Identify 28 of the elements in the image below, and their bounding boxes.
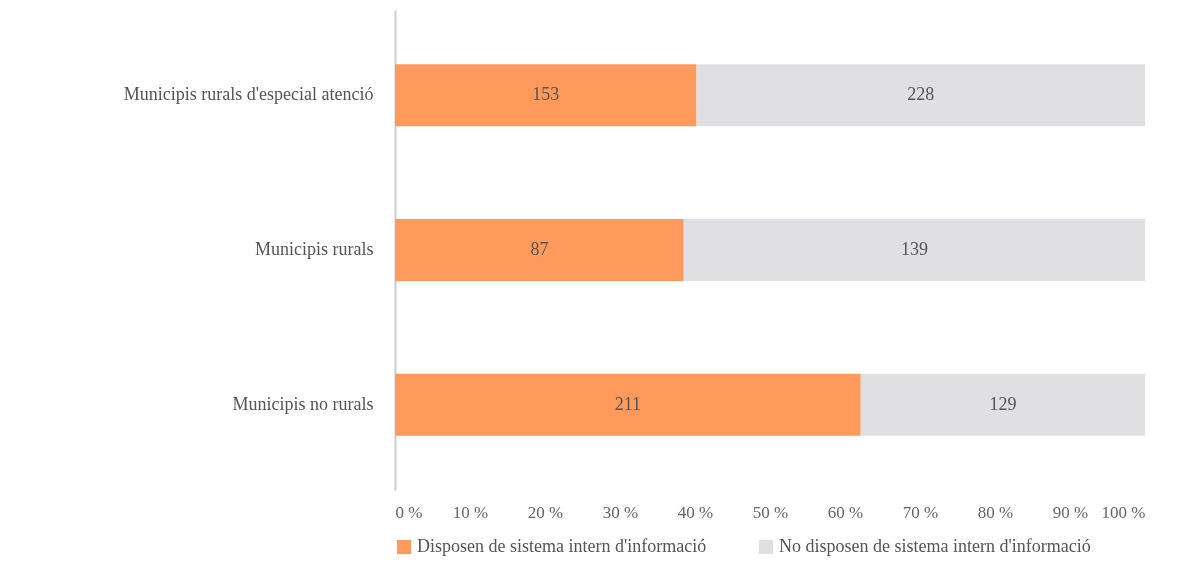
bar [395, 373, 861, 436]
legend-label: Disposen de sistema intern d'informació [417, 536, 707, 556]
bar [395, 64, 697, 127]
y-tick-label: Municipis rurals [255, 239, 374, 259]
x-tick-label: 90 % [1052, 502, 1089, 522]
x-tick-label: 20 % [527, 502, 564, 522]
x-tick-label: 70 % [902, 502, 939, 522]
y-tick-label: Municipis rurals d'especial atenció [123, 84, 374, 105]
x-tick-label: 30 % [602, 502, 639, 522]
bar [683, 219, 1145, 281]
x-tick-label: 100 % [1101, 502, 1146, 522]
bar [696, 64, 1145, 127]
annotation: 87 [530, 239, 549, 259]
bar [860, 373, 1145, 436]
x-tick-label: 50 % [752, 502, 789, 522]
x-tick-label: 10 % [452, 502, 489, 522]
legend-label: No disposen de sistema intern d'informació [779, 536, 1091, 556]
x-tick-label: 40 % [677, 502, 714, 522]
x-tick-label: 80 % [977, 502, 1014, 522]
x-tick-label: 0 % [395, 502, 423, 522]
annotation: 129 [989, 393, 1017, 414]
annotation: 211 [614, 393, 642, 414]
x-tick-label: 60 % [827, 502, 864, 522]
annotation: 228 [907, 84, 935, 105]
annotation: 153 [532, 84, 560, 105]
annotation: 139 [900, 239, 928, 259]
bar [395, 219, 684, 281]
y-tick-label: Municipis no rurals [232, 393, 374, 414]
